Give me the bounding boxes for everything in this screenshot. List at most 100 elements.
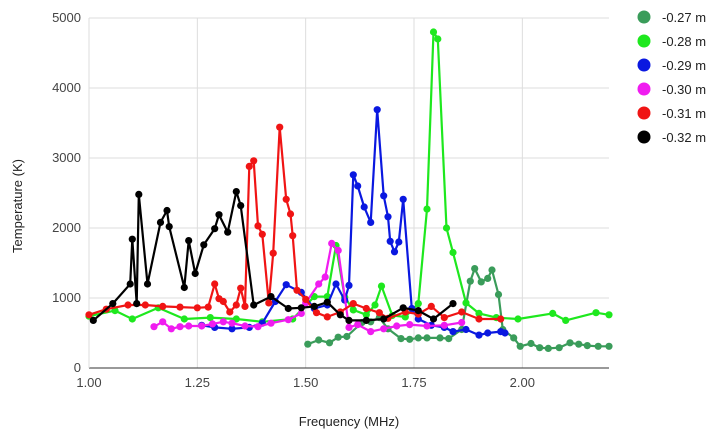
data-point[interactable] (143, 280, 152, 288)
data-point[interactable] (605, 342, 613, 350)
data-point[interactable] (204, 303, 212, 311)
data-point[interactable] (497, 315, 505, 323)
data-point[interactable] (336, 311, 344, 319)
data-point[interactable] (176, 323, 184, 331)
data-point[interactable] (354, 321, 362, 329)
data-point[interactable] (211, 280, 219, 288)
data-point[interactable] (241, 302, 249, 310)
data-point[interactable] (109, 300, 117, 308)
data-point[interactable] (345, 281, 353, 289)
data-point[interactable] (527, 339, 535, 348)
data-point[interactable] (185, 237, 193, 245)
data-point[interactable] (373, 106, 381, 114)
data-point[interactable] (475, 331, 483, 339)
data-point[interactable] (200, 241, 208, 249)
data-point[interactable] (605, 311, 613, 319)
data-point[interactable] (206, 314, 214, 322)
data-point[interactable] (284, 316, 292, 324)
data-point[interactable] (362, 311, 370, 319)
data-point[interactable] (286, 210, 295, 218)
data-point[interactable] (414, 307, 422, 315)
data-point[interactable] (594, 342, 602, 350)
data-point[interactable] (458, 318, 466, 327)
data-point[interactable] (208, 320, 217, 328)
data-point[interactable] (434, 35, 442, 43)
data-point[interactable] (293, 286, 301, 294)
data-point[interactable] (475, 315, 483, 323)
data-point[interactable] (367, 218, 375, 226)
data-point[interactable] (237, 284, 245, 292)
data-point[interactable] (276, 123, 284, 131)
data-point[interactable] (304, 340, 312, 348)
data-point[interactable] (440, 321, 448, 329)
data-point[interactable] (583, 342, 591, 350)
data-point[interactable] (406, 335, 414, 343)
data-point[interactable] (345, 316, 353, 324)
data-point[interactable] (484, 329, 492, 337)
data-point[interactable] (395, 238, 403, 246)
data-point[interactable] (360, 203, 368, 211)
data-point[interactable] (315, 280, 323, 288)
data-point[interactable] (133, 300, 141, 308)
data-point[interactable] (334, 246, 342, 254)
data-point[interactable] (516, 342, 524, 350)
data-point[interactable] (250, 301, 258, 309)
data-point[interactable] (484, 274, 492, 282)
data-point[interactable] (440, 314, 448, 322)
data-point[interactable] (254, 222, 262, 230)
data-point[interactable] (449, 300, 457, 308)
data-point[interactable] (349, 171, 357, 179)
legend-item[interactable]: -0.28 m (637, 34, 707, 49)
data-point[interactable] (429, 315, 438, 323)
data-point[interactable] (449, 328, 457, 336)
data-point[interactable] (325, 339, 334, 347)
data-point[interactable] (328, 239, 336, 247)
data-point[interactable] (429, 28, 438, 36)
data-point[interactable] (258, 230, 266, 238)
data-point[interactable] (297, 304, 305, 312)
data-point[interactable] (282, 195, 290, 203)
data-point[interactable] (477, 278, 485, 286)
data-point[interactable] (228, 325, 236, 333)
data-point[interactable] (226, 308, 234, 316)
legend-item[interactable]: -0.31 m (637, 106, 707, 121)
data-point[interactable] (562, 316, 570, 324)
data-point[interactable] (501, 329, 509, 337)
data-point[interactable] (228, 319, 236, 327)
data-point[interactable] (334, 333, 342, 341)
data-point[interactable] (315, 336, 323, 344)
data-point[interactable] (211, 225, 219, 233)
data-point[interactable] (367, 328, 375, 336)
data-point[interactable] (423, 322, 431, 330)
data-point[interactable] (215, 211, 223, 219)
data-point[interactable] (377, 282, 386, 290)
legend-item[interactable]: -0.29 m (637, 58, 707, 73)
data-point[interactable] (397, 335, 405, 343)
data-point[interactable] (128, 235, 136, 243)
data-point[interactable] (362, 304, 370, 313)
data-point[interactable] (185, 322, 193, 330)
data-point[interactable] (310, 302, 318, 310)
data-point[interactable] (89, 316, 97, 324)
data-point[interactable] (399, 195, 407, 203)
data-point[interactable] (128, 315, 136, 323)
data-point[interactable] (180, 283, 188, 292)
data-point[interactable] (458, 308, 466, 316)
data-point[interactable] (380, 192, 388, 200)
data-point[interactable] (269, 249, 277, 257)
data-point[interactable] (198, 322, 206, 330)
data-point[interactable] (375, 309, 383, 317)
data-point[interactable] (423, 205, 431, 213)
data-point[interactable] (156, 218, 165, 226)
data-point[interactable] (466, 277, 474, 285)
data-point[interactable] (575, 340, 583, 348)
data-point[interactable] (514, 315, 522, 323)
data-point[interactable] (176, 303, 184, 311)
data-point[interactable] (297, 309, 305, 317)
data-point[interactable] (245, 162, 253, 170)
data-point[interactable] (475, 309, 483, 317)
data-point[interactable] (445, 335, 453, 343)
data-point[interactable] (85, 311, 93, 319)
data-point[interactable] (191, 269, 199, 278)
data-point[interactable] (150, 323, 158, 331)
